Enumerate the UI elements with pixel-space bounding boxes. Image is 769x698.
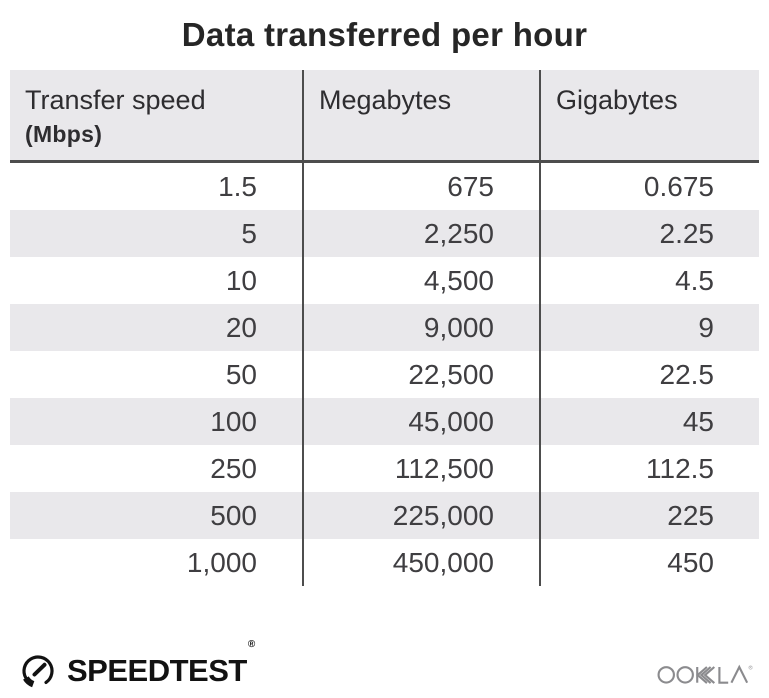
- table-header-row: Transfer speed (Mbps) Megabytes Gigabyte…: [10, 70, 759, 163]
- megabytes-cell: 45,000: [302, 398, 539, 445]
- speed-cell: 250: [210, 453, 257, 484]
- header-transfer-speed-label: Transfer speed: [25, 85, 206, 115]
- gigabytes-cell: 2.25: [539, 210, 759, 257]
- footer: SPEEDTEST® ®: [18, 639, 755, 692]
- gigabytes-cell: 0.675: [539, 163, 759, 210]
- megabytes-cell: 4,500: [302, 257, 539, 304]
- speed-cell: 10: [225, 265, 257, 296]
- speed-cell: 20: [225, 312, 257, 343]
- table-row: 500 225,000 225: [10, 492, 759, 539]
- page-title: Data transferred per hour: [181, 16, 588, 53]
- speedtest-registered-mark: ®: [247, 639, 255, 650]
- header-transfer-speed: Transfer speed (Mbps): [10, 70, 302, 160]
- table-row: 5 2,250 2.25: [10, 210, 759, 257]
- header-gigabytes: Gigabytes: [539, 70, 759, 160]
- speed-cell: 500: [210, 500, 257, 531]
- megabytes-cell: 675: [302, 163, 539, 210]
- table-row: 100 45,000 45: [10, 398, 759, 445]
- table-row: 1.5 675 0.675: [10, 163, 759, 210]
- speed-cell: 1,000: [186, 547, 257, 578]
- gigabytes-cell: 450: [539, 539, 759, 586]
- table-body: 1.5 675 0.675 5 2,250 2.25 10 4,500 4.5 20 9,000 9 5…: [10, 163, 759, 586]
- ookla-registered-mark: ®: [749, 664, 753, 671]
- data-table: Transfer speed (Mbps) Megabytes Gigabyte…: [10, 70, 759, 586]
- table-row: 250 112,500 112.5: [10, 445, 759, 492]
- table-row: 50 22,500 22.5: [10, 351, 759, 398]
- megabytes-cell: 2,250: [302, 210, 539, 257]
- megabytes-cell: 225,000: [302, 492, 539, 539]
- header-megabytes: Megabytes: [302, 70, 539, 160]
- megabytes-cell: 450,000: [302, 539, 539, 586]
- header-gigabytes-label: Gigabytes: [556, 85, 678, 115]
- header-transfer-speed-unit: (Mbps): [25, 121, 103, 148]
- megabytes-cell: 9,000: [302, 304, 539, 351]
- gigabytes-cell: 22.5: [539, 351, 759, 398]
- speedtest-wordmark: SPEEDTEST®: [67, 639, 255, 688]
- gigabytes-cell: 45: [539, 398, 759, 445]
- speed-cell: 50: [225, 359, 257, 390]
- table-row: 1,000 450,000 450: [10, 539, 759, 586]
- speedtest-logo: SPEEDTEST®: [18, 639, 255, 691]
- gigabytes-cell: 4.5: [539, 257, 759, 304]
- table-row: 10 4,500 4.5: [10, 257, 759, 304]
- gigabytes-cell: 9: [539, 304, 759, 351]
- gigabytes-cell: 112.5: [539, 445, 759, 492]
- speed-cell: 1.5: [218, 171, 257, 202]
- speed-cell: 5: [241, 218, 257, 249]
- megabytes-cell: 112,500: [302, 445, 539, 492]
- ookla-logo: ®: [657, 664, 753, 684]
- megabytes-cell: 22,500: [302, 351, 539, 398]
- table-row: 20 9,000 9: [10, 304, 759, 351]
- speed-cell: 100: [210, 406, 257, 437]
- header-megabytes-label: Megabytes: [319, 85, 452, 115]
- speedtest-gauge-icon: [22, 655, 54, 688]
- gigabytes-cell: 225: [539, 492, 759, 539]
